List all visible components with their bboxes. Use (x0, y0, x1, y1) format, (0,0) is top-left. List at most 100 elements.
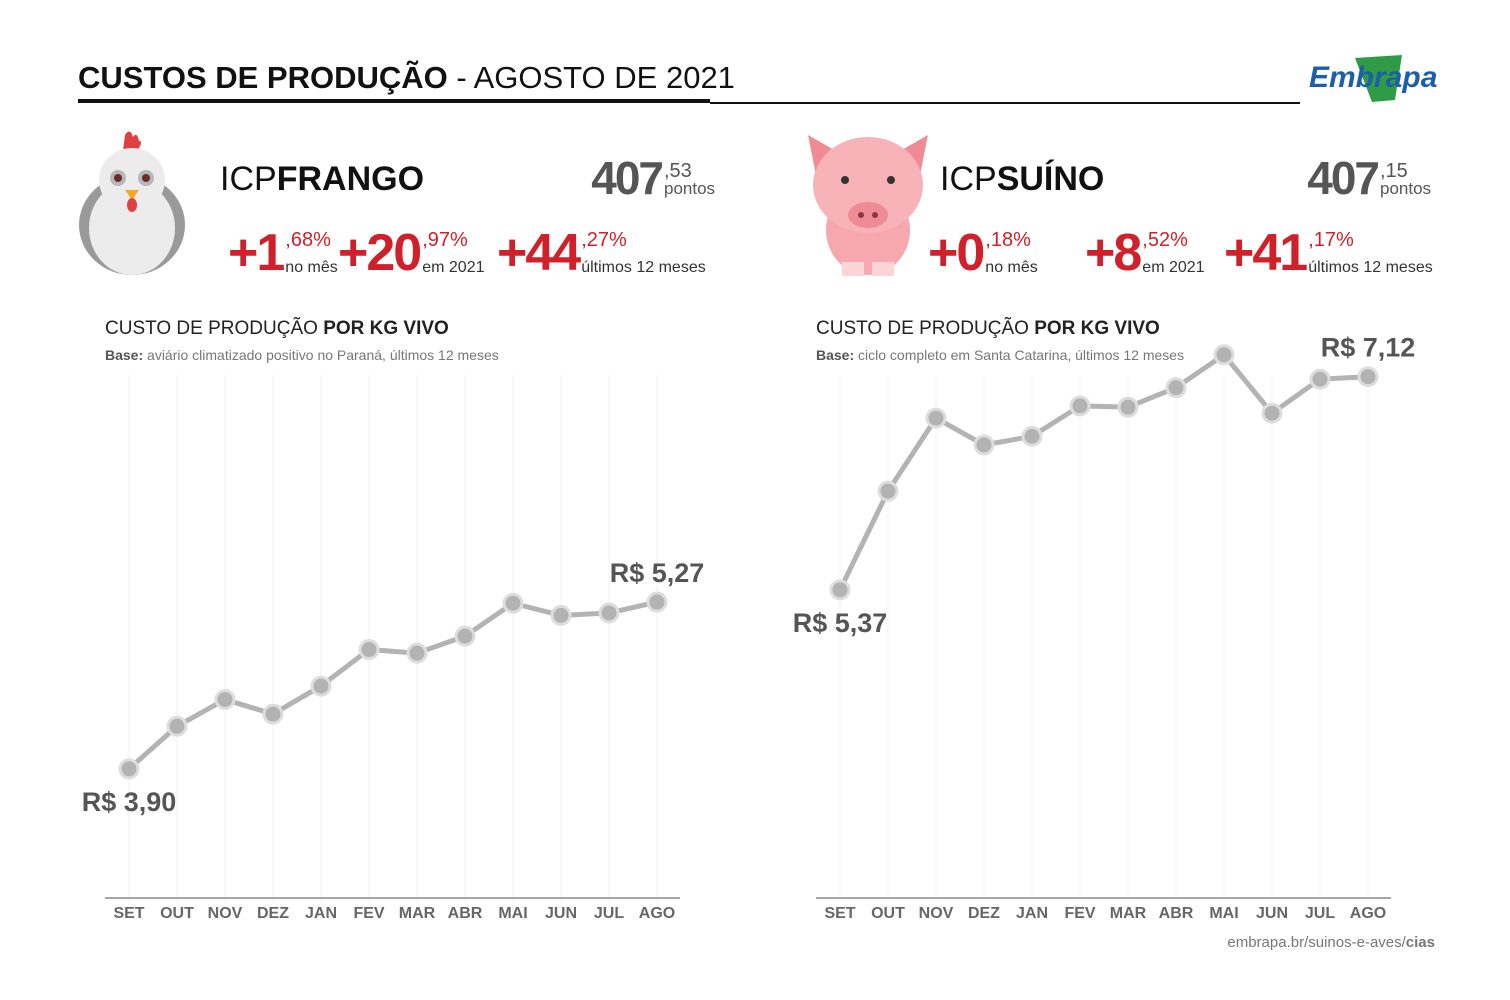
point (406, 642, 428, 664)
change-dec: ,17% (1308, 229, 1354, 251)
index-name: ICPSUÍNO (940, 160, 1104, 198)
change-int: +20 (338, 224, 420, 282)
point (358, 639, 380, 661)
points-unit: pontos (664, 179, 715, 198)
x-tick-label: AGO (1350, 905, 1386, 922)
chart-title-main: CUSTO DE PRODUÇÃO (105, 317, 318, 339)
points-int: 407 (1307, 152, 1378, 204)
point (598, 602, 620, 624)
x-tick-label: DEZ (968, 905, 1000, 922)
value-label: R$ 5,37 (793, 608, 888, 638)
change-label: no mês (985, 259, 1037, 276)
x-tick-label: MAR (1110, 905, 1147, 922)
line (837, 352, 1369, 591)
chart-subtitle: Base: ciclo completo em Santa Catarina, … (816, 347, 1184, 363)
x-tick-label: MAI (498, 905, 527, 922)
point (925, 407, 947, 429)
point (454, 625, 476, 647)
points-dec: ,53 (664, 160, 692, 182)
logo-shape (1355, 55, 1402, 102)
value-label: R$ 3,90 (82, 787, 177, 817)
point (310, 675, 332, 697)
point (1357, 366, 1379, 388)
x-tick-label: JUL (594, 905, 624, 922)
change-label: em 2021 (1142, 259, 1204, 276)
x-tick-label: JUN (1256, 905, 1288, 922)
point (550, 604, 572, 626)
index-prefix: ICP (940, 160, 997, 198)
pig-icon (808, 135, 928, 276)
value-label: R$ 5,27 (610, 558, 705, 588)
x-tick-label: NOV (208, 905, 243, 922)
point (1021, 425, 1043, 447)
change-dec: ,97% (422, 229, 468, 251)
point (646, 591, 668, 613)
footer: embrapa.br/suinos-e-aves/cias (1227, 934, 1435, 951)
change-int: +8 (1085, 224, 1141, 282)
chart-title: CUSTO DE PRODUÇÃO POR KG VIVO (816, 317, 1160, 339)
footer-url: embrapa.br/suinos-e-aves/ (1227, 934, 1406, 951)
header-rule-thin (710, 102, 1300, 104)
change-dec: ,68% (285, 229, 331, 251)
logo: Embrapa (1309, 61, 1437, 94)
x-tick-label: JUL (1305, 905, 1335, 922)
x-tick-label: JAN (1016, 905, 1048, 922)
point (829, 579, 851, 601)
point (1261, 402, 1283, 424)
subtitle-text: aviário climatizado positivo no Paraná, … (147, 347, 499, 363)
value-label: R$ 7,12 (1321, 333, 1416, 363)
point (1069, 395, 1091, 417)
chart-title-emphasis: POR KG VIVO (323, 318, 449, 339)
change-label: últimos 12 meses (581, 259, 706, 276)
change-int: +1 (228, 224, 284, 282)
chart-title-main: CUSTO DE PRODUÇÃO (816, 317, 1029, 339)
change-int: +0 (928, 224, 983, 282)
chart-title-emphasis: POR KG VIVO (1034, 318, 1160, 339)
x-tick-label: FEV (353, 905, 384, 922)
chart-subtitle: Base: aviário climatizado positivo no Pa… (105, 347, 499, 363)
x-tick-label: SET (824, 905, 855, 922)
header-title: CUSTOS DE PRODUÇÃO - AGOSTO DE 2021 (78, 60, 735, 95)
point (166, 715, 188, 737)
index-label: FRANGO (277, 160, 424, 198)
point (1309, 368, 1331, 390)
change-label: em 2021 (422, 259, 484, 276)
x-tick-label: OUT (160, 905, 194, 922)
x-tick-label: ABR (448, 905, 483, 922)
subtitle-label: Base: (816, 347, 854, 363)
point (118, 758, 140, 780)
change-label: últimos 12 meses (1308, 259, 1433, 276)
x-tick-label: JUN (545, 905, 577, 922)
footer-url-bold: cias (1406, 934, 1435, 951)
x-tick-label: OUT (871, 905, 905, 922)
change-int: +41 (1224, 224, 1307, 282)
point (214, 688, 236, 710)
index-name: ICPFRANGO (220, 160, 424, 198)
point (502, 592, 524, 614)
x-tick-label: DEZ (257, 905, 289, 922)
point (1117, 396, 1139, 418)
x-tick-label: NOV (919, 905, 954, 922)
change-dec: ,18% (985, 229, 1031, 251)
title-bold: CUSTOS DE PRODUÇÃO (78, 60, 448, 95)
x-tick-label: FEV (1064, 905, 1095, 922)
points-dec: ,15 (1380, 160, 1408, 182)
line (127, 599, 658, 771)
change-dec: ,52% (1142, 229, 1188, 251)
chicken-icon (79, 131, 185, 275)
index-prefix: ICP (220, 160, 277, 198)
points-unit: pontos (1380, 179, 1431, 198)
point (1165, 377, 1187, 399)
x-tick-label: AGO (639, 905, 675, 922)
points-int: 407 (591, 152, 662, 204)
title-rest: - AGOSTO DE 2021 (456, 60, 735, 95)
change-label: no mês (285, 259, 337, 276)
x-tick-label: MAR (399, 905, 436, 922)
point (1213, 344, 1235, 366)
x-tick-label: SET (113, 905, 144, 922)
chart-title: CUSTO DE PRODUÇÃO POR KG VIVO (105, 317, 449, 339)
x-tick-label: JAN (305, 905, 337, 922)
header-rule (78, 99, 710, 103)
